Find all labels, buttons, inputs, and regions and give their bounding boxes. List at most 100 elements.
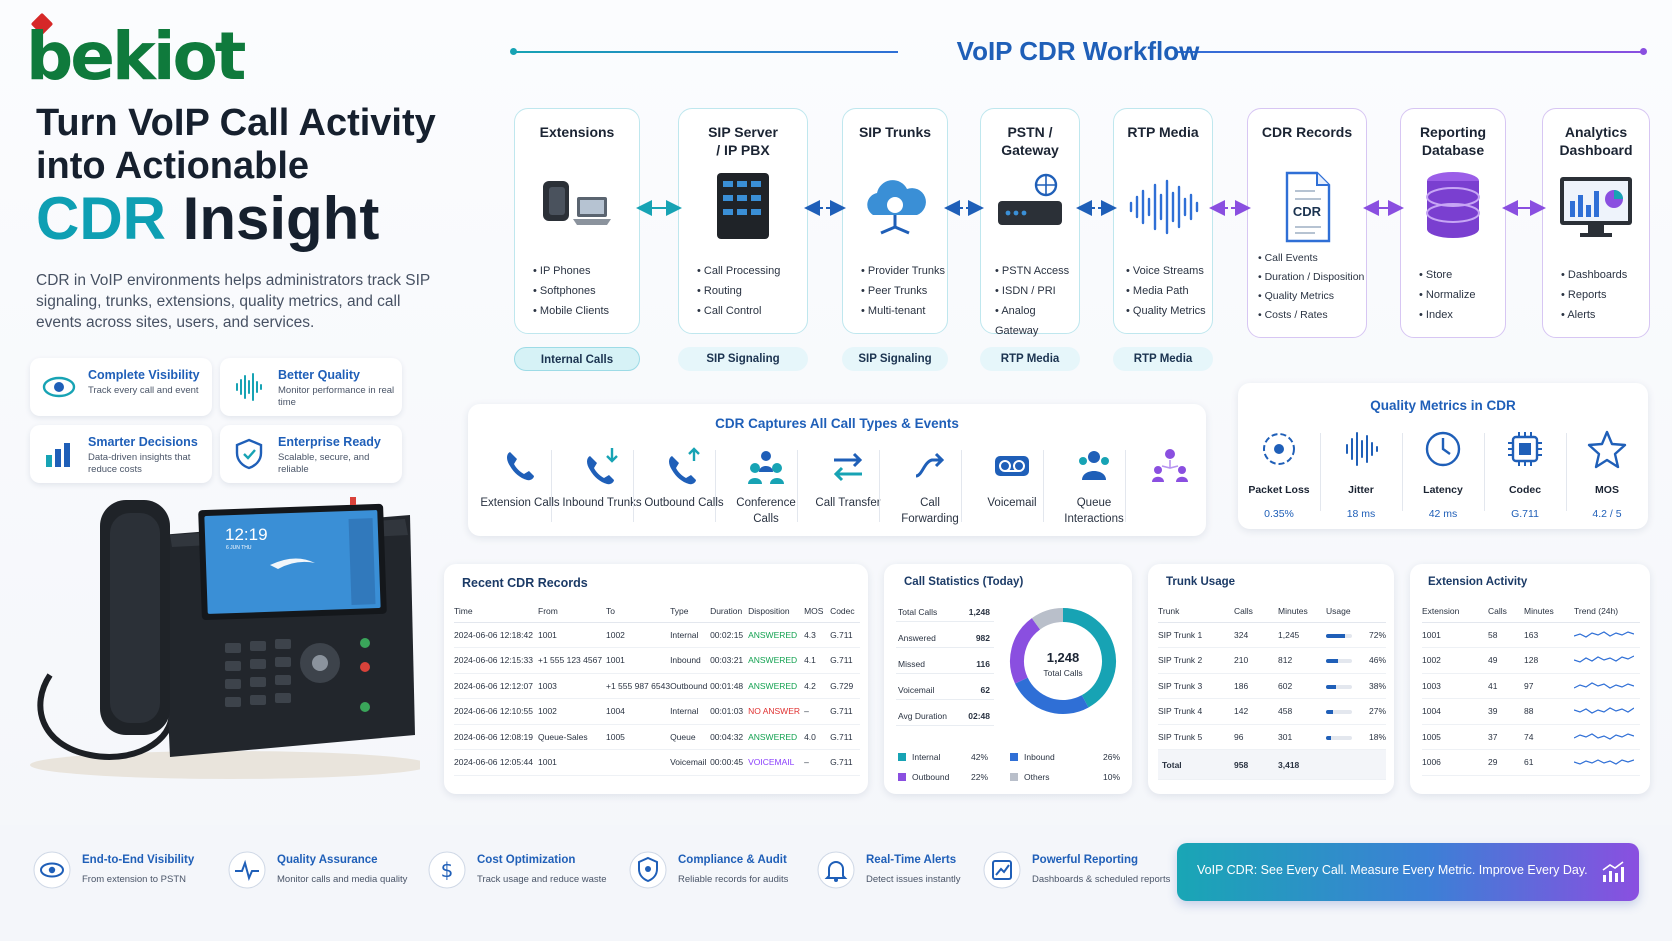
feature-title: Enterprise Ready <box>278 435 381 449</box>
legend-swatch <box>898 773 906 781</box>
workflow-step-pstn-gateway: PSTN / Gateway PSTN Access ISDN / PRI An… <box>980 108 1080 337</box>
cell: 602 <box>1278 673 1326 699</box>
cell: 4.2 <box>804 673 831 699</box>
shield-icon <box>235 438 263 470</box>
team-network-icon <box>1152 449 1188 482</box>
table-row[interactable]: SIP Trunk 4 142 458 27% <box>1158 698 1386 725</box>
donut-value: 1,248 <box>1046 650 1080 665</box>
header-rule-dot <box>1640 48 1647 55</box>
legend-pct: 22% <box>970 772 988 782</box>
table-row[interactable]: 2024-06-06 12:12:07 1003 +1 555 987 6543 Ou… <box>454 673 860 699</box>
legend-pct: 10% <box>1102 772 1120 782</box>
table-row[interactable]: SIP Trunk 3 186 602 38% <box>1158 673 1386 699</box>
metric-label: Codec <box>1508 484 1542 496</box>
cell: Internal <box>670 622 711 648</box>
call-type-label: Outbound Calls <box>644 497 724 509</box>
legend-swatch <box>1010 773 1018 781</box>
call-type-inbound: Inbound Trunks <box>562 446 642 526</box>
star-icon <box>1587 430 1627 469</box>
transfer-icon <box>833 452 863 482</box>
cell: 1005 <box>1422 724 1488 750</box>
step-item: Routing <box>697 281 780 301</box>
benefit-title: Compliance & Audit <box>678 854 787 866</box>
tag-sip-signaling: SIP Signaling <box>678 347 808 371</box>
tag-internal-calls: Internal Calls <box>514 347 640 371</box>
stat-value: 02:48 <box>968 711 990 721</box>
cell: 4.1 <box>804 647 831 674</box>
cell: 2024-06-06 12:12:07 <box>454 673 538 699</box>
table-row[interactable]: 1004 39 88 <box>1422 698 1640 725</box>
table-row[interactable]: 1001 58 163 <box>1422 622 1640 648</box>
cell: 00:01:03 <box>710 698 749 725</box>
column-header: Minutes <box>1278 600 1326 623</box>
disposition-cell: ANSWERED <box>748 647 805 674</box>
table-row[interactable]: 2024-06-06 12:05:44 1001 Voicemail 00:00:45… <box>454 749 860 776</box>
cell: 1002 <box>1422 647 1488 674</box>
metric-label: Jitter <box>1348 484 1374 496</box>
panel-title: Call Statistics (Today) <box>904 576 1024 588</box>
step-title: Reporting Database <box>1419 124 1487 158</box>
usage-bar <box>1326 710 1352 714</box>
feature-card-quality: Better Quality Monitor performance in re… <box>220 358 402 416</box>
table-row[interactable]: SIP Trunk 2 210 812 46% <box>1158 647 1386 674</box>
hero-line-2: into Actionable <box>36 145 310 187</box>
table-row[interactable]: 1002 49 128 <box>1422 647 1640 674</box>
table-row[interactable]: SIP Trunk 1 324 1,245 72% <box>1158 622 1386 648</box>
feature-subtitle: Track every call and event <box>88 385 199 396</box>
table-row[interactable]: 1005 37 74 <box>1422 724 1640 750</box>
legend-name: Others <box>1024 772 1050 782</box>
phone-time: 12:19 <box>225 525 268 544</box>
cell: 58 <box>1488 622 1524 648</box>
workflow-step-rtp-media: RTP Media Voice Streams Media Path Quali… <box>1113 108 1213 334</box>
call-type-label: Call Forwarding <box>901 497 959 525</box>
cdr-doc-label: CDR <box>1292 204 1322 219</box>
divider <box>551 450 552 522</box>
hero-highlight: CDR Insight <box>36 186 476 252</box>
shield-icon <box>629 851 667 889</box>
cdr-table: Time From To Type Duration Disposition M… <box>454 600 860 776</box>
eye-icon <box>33 851 71 889</box>
ip-phone-icon <box>30 497 430 779</box>
metric-value: 42 ms <box>1428 508 1458 520</box>
step-item: Dashboards <box>1561 265 1627 285</box>
hero-title: Turn VoIP Call Activity into Actionable <box>36 102 476 188</box>
step-item: PSTN Access <box>995 261 1079 281</box>
table-row[interactable]: 2024-06-06 12:15:33 +1 555 123 4567 1001 In… <box>454 647 860 674</box>
trend-sparkline <box>1573 622 1640 648</box>
table-row[interactable]: SIP Trunk 5 96 301 18% <box>1158 724 1386 750</box>
queue-icon <box>1079 451 1109 480</box>
column-header: Disposition <box>748 600 805 623</box>
extension-activity-panel: Extension Activity Extension Calls Minut… <box>1410 564 1650 794</box>
cell: Internal <box>670 698 711 725</box>
waveform-icon <box>1129 179 1199 235</box>
stat-value: 982 <box>975 633 990 643</box>
metric-label: Packet Loss <box>1248 484 1310 496</box>
step-item: Reports <box>1561 285 1627 305</box>
stat-value: 1,248 <box>968 607 990 617</box>
workflow-step-reporting-db: Reporting Database Store Normalize Index <box>1400 108 1506 338</box>
logo-text: bekiot <box>26 18 246 95</box>
legend-item: Others 10% <box>1010 772 1120 782</box>
call-statistics-panel: Call Statistics (Today) Total Calls 1,248… <box>884 564 1132 794</box>
cell: 1002 <box>606 622 671 648</box>
call-type-label: Extension Calls <box>480 497 560 509</box>
step-item: Multi-tenant <box>861 301 945 321</box>
usage-bar <box>1326 684 1352 689</box>
benefit-subtitle: Reliable records for audits <box>678 874 789 885</box>
divider <box>715 450 716 522</box>
legend-pct: 42% <box>970 752 988 762</box>
cdr-document-icon <box>1285 171 1331 243</box>
table-row[interactable]: 2024-06-06 12:08:19 Queue-Sales 1005 Queue 0… <box>454 724 860 750</box>
cell: 812 <box>1278 647 1326 674</box>
table-row[interactable]: 2024-06-06 12:10:55 1002 1004 Internal 00:01… <box>454 698 860 725</box>
table-row[interactable]: 1006 29 61 <box>1422 749 1640 776</box>
workflow-header: VoIP CDR Workflow <box>508 36 1648 66</box>
forward-icon <box>915 452 945 478</box>
phone-inbound-icon <box>587 448 618 485</box>
step-items: Provider Trunks Peer Trunks Multi-tenant <box>861 261 945 321</box>
table-row[interactable]: 2024-06-06 12:18:42 1001 1002 Internal 00:02… <box>454 622 860 648</box>
step-item: Normalize <box>1419 285 1476 305</box>
disposition-cell: ANSWERED <box>748 724 805 750</box>
stat-label: Avg Duration <box>898 711 947 721</box>
table-row[interactable]: 1003 41 97 <box>1422 673 1640 699</box>
